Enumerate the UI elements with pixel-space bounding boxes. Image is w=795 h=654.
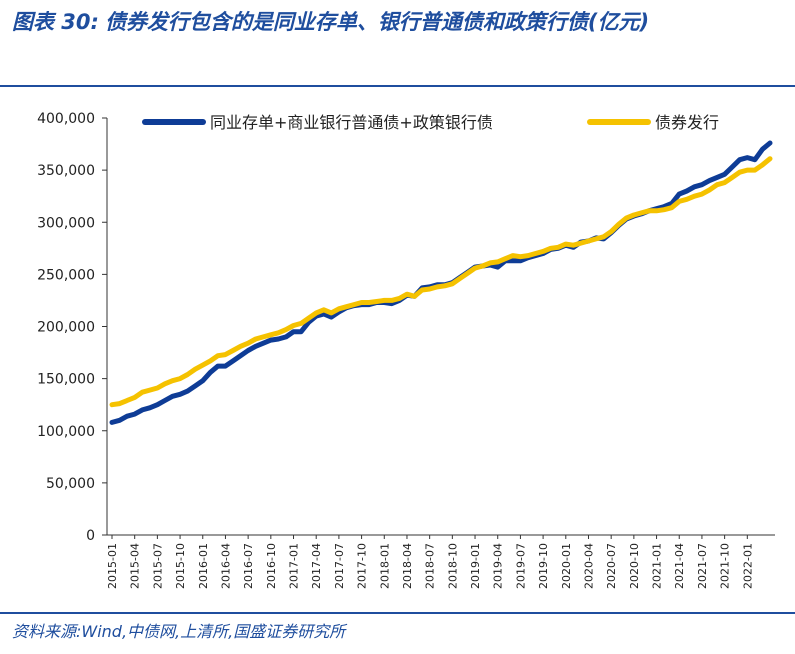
x-tick-label: 2016-10 xyxy=(265,543,278,589)
x-tick-label: 2017-10 xyxy=(356,543,369,589)
x-tick-label: 2018-10 xyxy=(446,543,459,589)
series-line-interbank-bank-policy xyxy=(109,140,773,425)
x-tick-label: 2020-07 xyxy=(605,543,618,589)
x-tick-label: 2018-01 xyxy=(378,543,391,589)
x-tick-label: 2015-10 xyxy=(174,543,187,589)
x-tick-label: 2020-04 xyxy=(582,543,595,589)
x-tick-label: 2017-04 xyxy=(310,543,323,589)
x-tick-label: 2021-04 xyxy=(673,543,686,589)
y-tick-label: 50,000 xyxy=(46,476,95,492)
x-tick-label: 2017-07 xyxy=(333,543,346,589)
x-tick-label: 2022-01 xyxy=(741,543,754,589)
x-tick-label: 2019-07 xyxy=(514,543,527,589)
x-tick-label: 2021-10 xyxy=(719,543,732,589)
source-divider xyxy=(0,612,795,614)
y-tick-label: 0 xyxy=(86,528,95,544)
title-divider xyxy=(0,85,795,87)
legend-item-2-label: 债券发行 xyxy=(655,113,719,132)
figure-number: 图表 30: xyxy=(12,10,99,34)
x-tick-label: 2021-07 xyxy=(696,543,709,589)
x-tick-label: 2015-04 xyxy=(129,543,142,589)
series-layer xyxy=(109,140,773,425)
x-tick-label: 2015-07 xyxy=(151,543,164,589)
x-tick-label: 2019-01 xyxy=(469,543,482,589)
x-axis: 2015-01 2015-04 2015-07 2015-10 2016-01 2016-… xyxy=(106,534,775,589)
line-chart: 0 50,000 100,000 150,000 200,000 250,000 300,0… xyxy=(37,111,775,589)
x-tick-label: 2020-10 xyxy=(628,543,641,589)
x-tick-label: 2019-04 xyxy=(492,543,505,589)
x-tick-label: 2016-07 xyxy=(242,543,255,589)
y-tick-label: 200,000 xyxy=(37,320,95,336)
x-tick-label: 2018-04 xyxy=(401,543,414,589)
y-tick-label: 250,000 xyxy=(37,267,95,283)
x-tick-label: 2018-07 xyxy=(424,543,437,589)
source-note: 资料来源:Wind,中债网,上清所,国盛证券研究所 xyxy=(12,622,346,641)
x-tick-label: 2016-04 xyxy=(219,543,232,589)
y-axis: 0 50,000 100,000 150,000 200,000 250,000 300,0… xyxy=(37,111,108,544)
y-tick-label: 400,000 xyxy=(37,111,95,127)
figure-title-text: 债券发行包含的是同业存单、银行普通债和政策行债(亿元) xyxy=(104,10,650,34)
x-tick-label: 2021-01 xyxy=(651,543,664,589)
y-tick-label: 150,000 xyxy=(37,372,95,388)
legend-item-1-label: 同业存单+商业银行普通债+政策银行债 xyxy=(210,113,493,132)
y-tick-label: 350,000 xyxy=(37,163,95,179)
x-tick-label: 2019-10 xyxy=(537,543,550,589)
x-tick-label: 2020-01 xyxy=(560,543,573,589)
y-tick-label: 100,000 xyxy=(37,424,95,440)
figure-title: 图表 30: 债券发行包含的是同业存单、银行普通债和政策行债(亿元) xyxy=(12,4,787,40)
y-tick-label: 300,000 xyxy=(37,215,95,231)
series-line-bond-issuance xyxy=(109,156,773,408)
legend: 同业存单+商业银行普通债+政策银行债 债券发行 xyxy=(142,113,719,132)
x-tick-label: 2017-01 xyxy=(288,543,301,589)
x-tick-label: 2016-01 xyxy=(197,543,210,589)
x-tick-label: 2015-01 xyxy=(106,543,119,589)
